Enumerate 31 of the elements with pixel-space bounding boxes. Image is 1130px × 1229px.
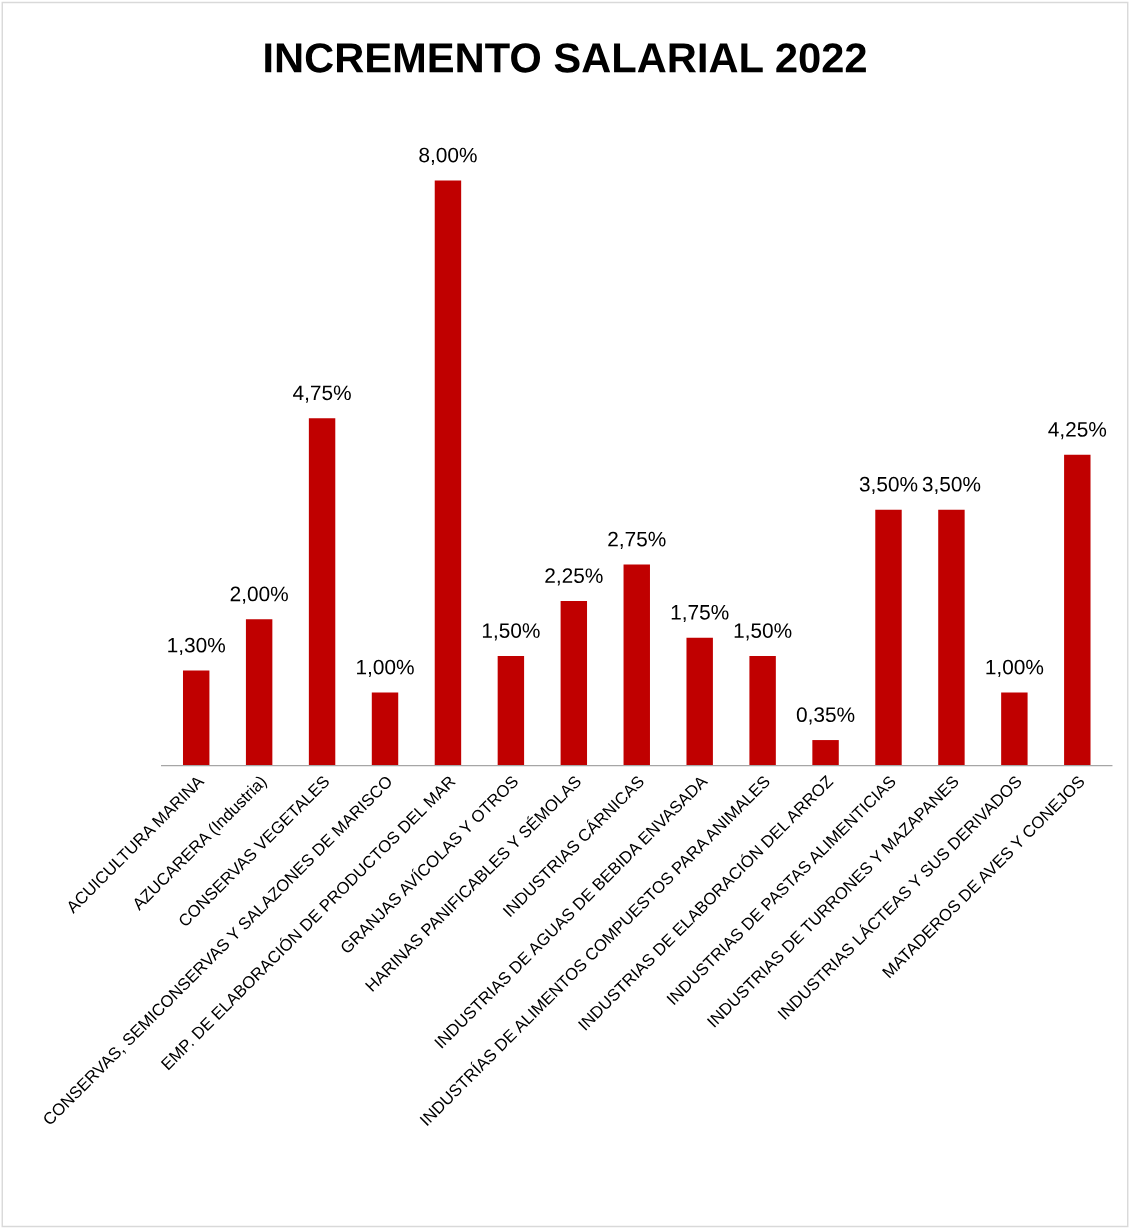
bar (812, 740, 839, 766)
data-label: 3,50% (859, 476, 918, 495)
data-label: 8,00% (419, 147, 477, 165)
data-label: 1,00% (357, 659, 414, 677)
chart-title: INCREMENTO SALARIAL 2022 (265, 43, 866, 73)
data-label: 1,50% (734, 623, 792, 641)
bar (371, 692, 399, 766)
data-label: 0,35% (796, 707, 855, 725)
bar (308, 418, 336, 766)
data-label: 2,75% (608, 531, 666, 549)
bar (938, 509, 965, 766)
data-label: 1,30% (168, 637, 225, 656)
bar (245, 619, 273, 766)
bar (623, 564, 650, 766)
bar (497, 655, 525, 766)
data-label: 1,75% (671, 604, 729, 623)
data-label: 2,25% (545, 568, 603, 586)
bar (1064, 454, 1091, 766)
data-label: 1,00% (986, 659, 1044, 677)
bar (749, 655, 776, 766)
bar (875, 509, 902, 766)
data-label: 1,50% (482, 623, 540, 641)
bar (1001, 692, 1028, 766)
bar (182, 670, 210, 766)
data-label: 2,00% (230, 586, 288, 604)
bar (434, 180, 462, 766)
data-label: 4,25% (1048, 422, 1107, 440)
bar (686, 637, 713, 766)
data-label: 3,50% (922, 476, 981, 495)
bar (560, 601, 588, 766)
data-label: 4,75% (293, 385, 351, 403)
